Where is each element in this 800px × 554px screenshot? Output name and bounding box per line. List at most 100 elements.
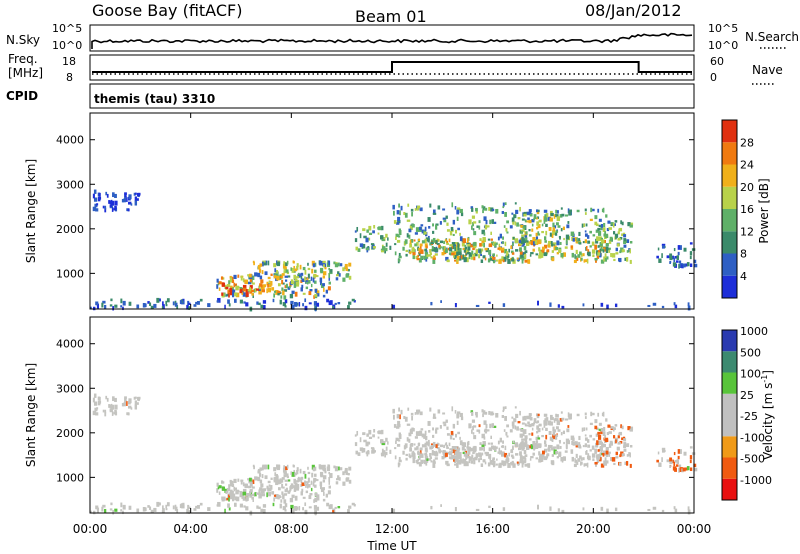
velocity-echo xyxy=(541,453,545,458)
velocity-echo xyxy=(385,451,388,456)
x-tick-label: 08:00 xyxy=(274,522,309,536)
power-echo xyxy=(424,238,427,244)
velocity-echo xyxy=(555,426,559,430)
velocity-echo xyxy=(406,437,409,442)
power-echo xyxy=(273,293,276,298)
velocity-echo xyxy=(592,438,596,441)
velocity-echo xyxy=(551,454,554,457)
power-echo xyxy=(382,246,386,251)
velocity-echo xyxy=(482,443,487,447)
power-echo xyxy=(597,252,601,256)
power-echo xyxy=(551,234,554,239)
velocity-colorbar-label: Velocity [m s-1] xyxy=(760,370,775,460)
power-echo xyxy=(503,256,507,262)
power-echo xyxy=(291,304,295,310)
velocity-echo xyxy=(302,470,306,475)
velocity-echo xyxy=(323,491,325,496)
power-echo xyxy=(292,260,295,263)
velocity-echo xyxy=(276,475,279,481)
velocity-echo xyxy=(689,455,693,460)
power-echo xyxy=(498,259,502,264)
power-colorbar-label: Power [dB] xyxy=(757,178,771,243)
power-echo xyxy=(451,252,455,256)
velocity-echo xyxy=(575,441,578,446)
power-echo xyxy=(231,289,236,294)
velocity-echo xyxy=(313,499,315,503)
velocity-echo xyxy=(458,455,462,460)
velocity-echo xyxy=(270,477,273,480)
velocity-echo xyxy=(247,493,251,496)
x-tick-label: 20:00 xyxy=(576,522,611,536)
power-echo xyxy=(299,264,302,270)
velocity-echo xyxy=(454,507,457,512)
power-echo xyxy=(254,288,257,293)
velocity-echo xyxy=(484,411,488,415)
power-echo xyxy=(543,209,548,213)
power-echo xyxy=(598,224,601,228)
velocity-echo xyxy=(574,441,577,446)
velocity-echo xyxy=(411,428,415,432)
velocity-echo xyxy=(529,458,532,461)
velocity-echo xyxy=(396,414,400,419)
velocity-echo xyxy=(527,421,530,425)
velocity-echo xyxy=(543,413,548,417)
power-echo xyxy=(480,253,482,257)
velocity-echo xyxy=(600,429,603,434)
power-echo xyxy=(561,213,565,217)
velocity-echo xyxy=(611,457,616,462)
velocity-echo xyxy=(432,416,437,419)
velocity-echo xyxy=(404,443,408,448)
velocity-echo xyxy=(128,505,132,510)
power-echo xyxy=(669,253,673,258)
power-echo xyxy=(506,231,509,234)
velocity-echo xyxy=(344,467,348,473)
power-echo xyxy=(584,208,587,212)
velocity-echo xyxy=(524,441,528,445)
power-echo xyxy=(271,287,273,291)
velocity-echo xyxy=(372,450,376,453)
power-echo xyxy=(472,221,477,224)
nsky-line xyxy=(91,32,693,49)
power-echo xyxy=(305,279,309,282)
velocity-echo xyxy=(524,454,528,458)
velocity-echo xyxy=(328,485,331,489)
power-colorbar-segment xyxy=(722,231,737,254)
velocity-echo xyxy=(440,504,442,507)
power-echo xyxy=(328,260,331,266)
velocity-echo xyxy=(106,397,109,402)
velocity-colorbar-tick: 1000 xyxy=(740,325,768,338)
velocity-colorbar-segment xyxy=(722,351,737,373)
velocity-echo xyxy=(162,505,164,510)
power-echo xyxy=(546,249,550,253)
power-echo xyxy=(136,304,140,309)
power-echo xyxy=(276,271,279,277)
power-echo xyxy=(242,278,245,283)
velocity-echo xyxy=(502,406,505,411)
power-echo xyxy=(503,225,506,228)
power-echo xyxy=(276,275,280,281)
power-echo xyxy=(600,225,603,230)
power-echo xyxy=(455,252,459,257)
power-echo xyxy=(682,263,686,268)
velocity-echo xyxy=(239,491,242,494)
power-echo xyxy=(483,232,486,236)
power-echo xyxy=(594,244,598,250)
power-echo xyxy=(377,226,381,230)
power-echo xyxy=(251,289,255,293)
power-echo xyxy=(412,246,415,252)
velocity-echo xyxy=(337,505,341,509)
velocity-echo xyxy=(556,444,560,450)
velocity-echo xyxy=(414,436,418,439)
velocity-echo xyxy=(312,481,315,487)
power-echo xyxy=(229,277,233,283)
power-echo xyxy=(435,224,438,230)
velocity-echo xyxy=(136,396,141,401)
velocity-echo xyxy=(535,436,538,441)
power-echo xyxy=(106,193,109,198)
velocity-echo xyxy=(457,431,460,435)
power-echo xyxy=(300,275,303,280)
power-echo xyxy=(345,268,349,272)
power-echo xyxy=(519,206,521,212)
velocity-echo xyxy=(577,458,581,462)
